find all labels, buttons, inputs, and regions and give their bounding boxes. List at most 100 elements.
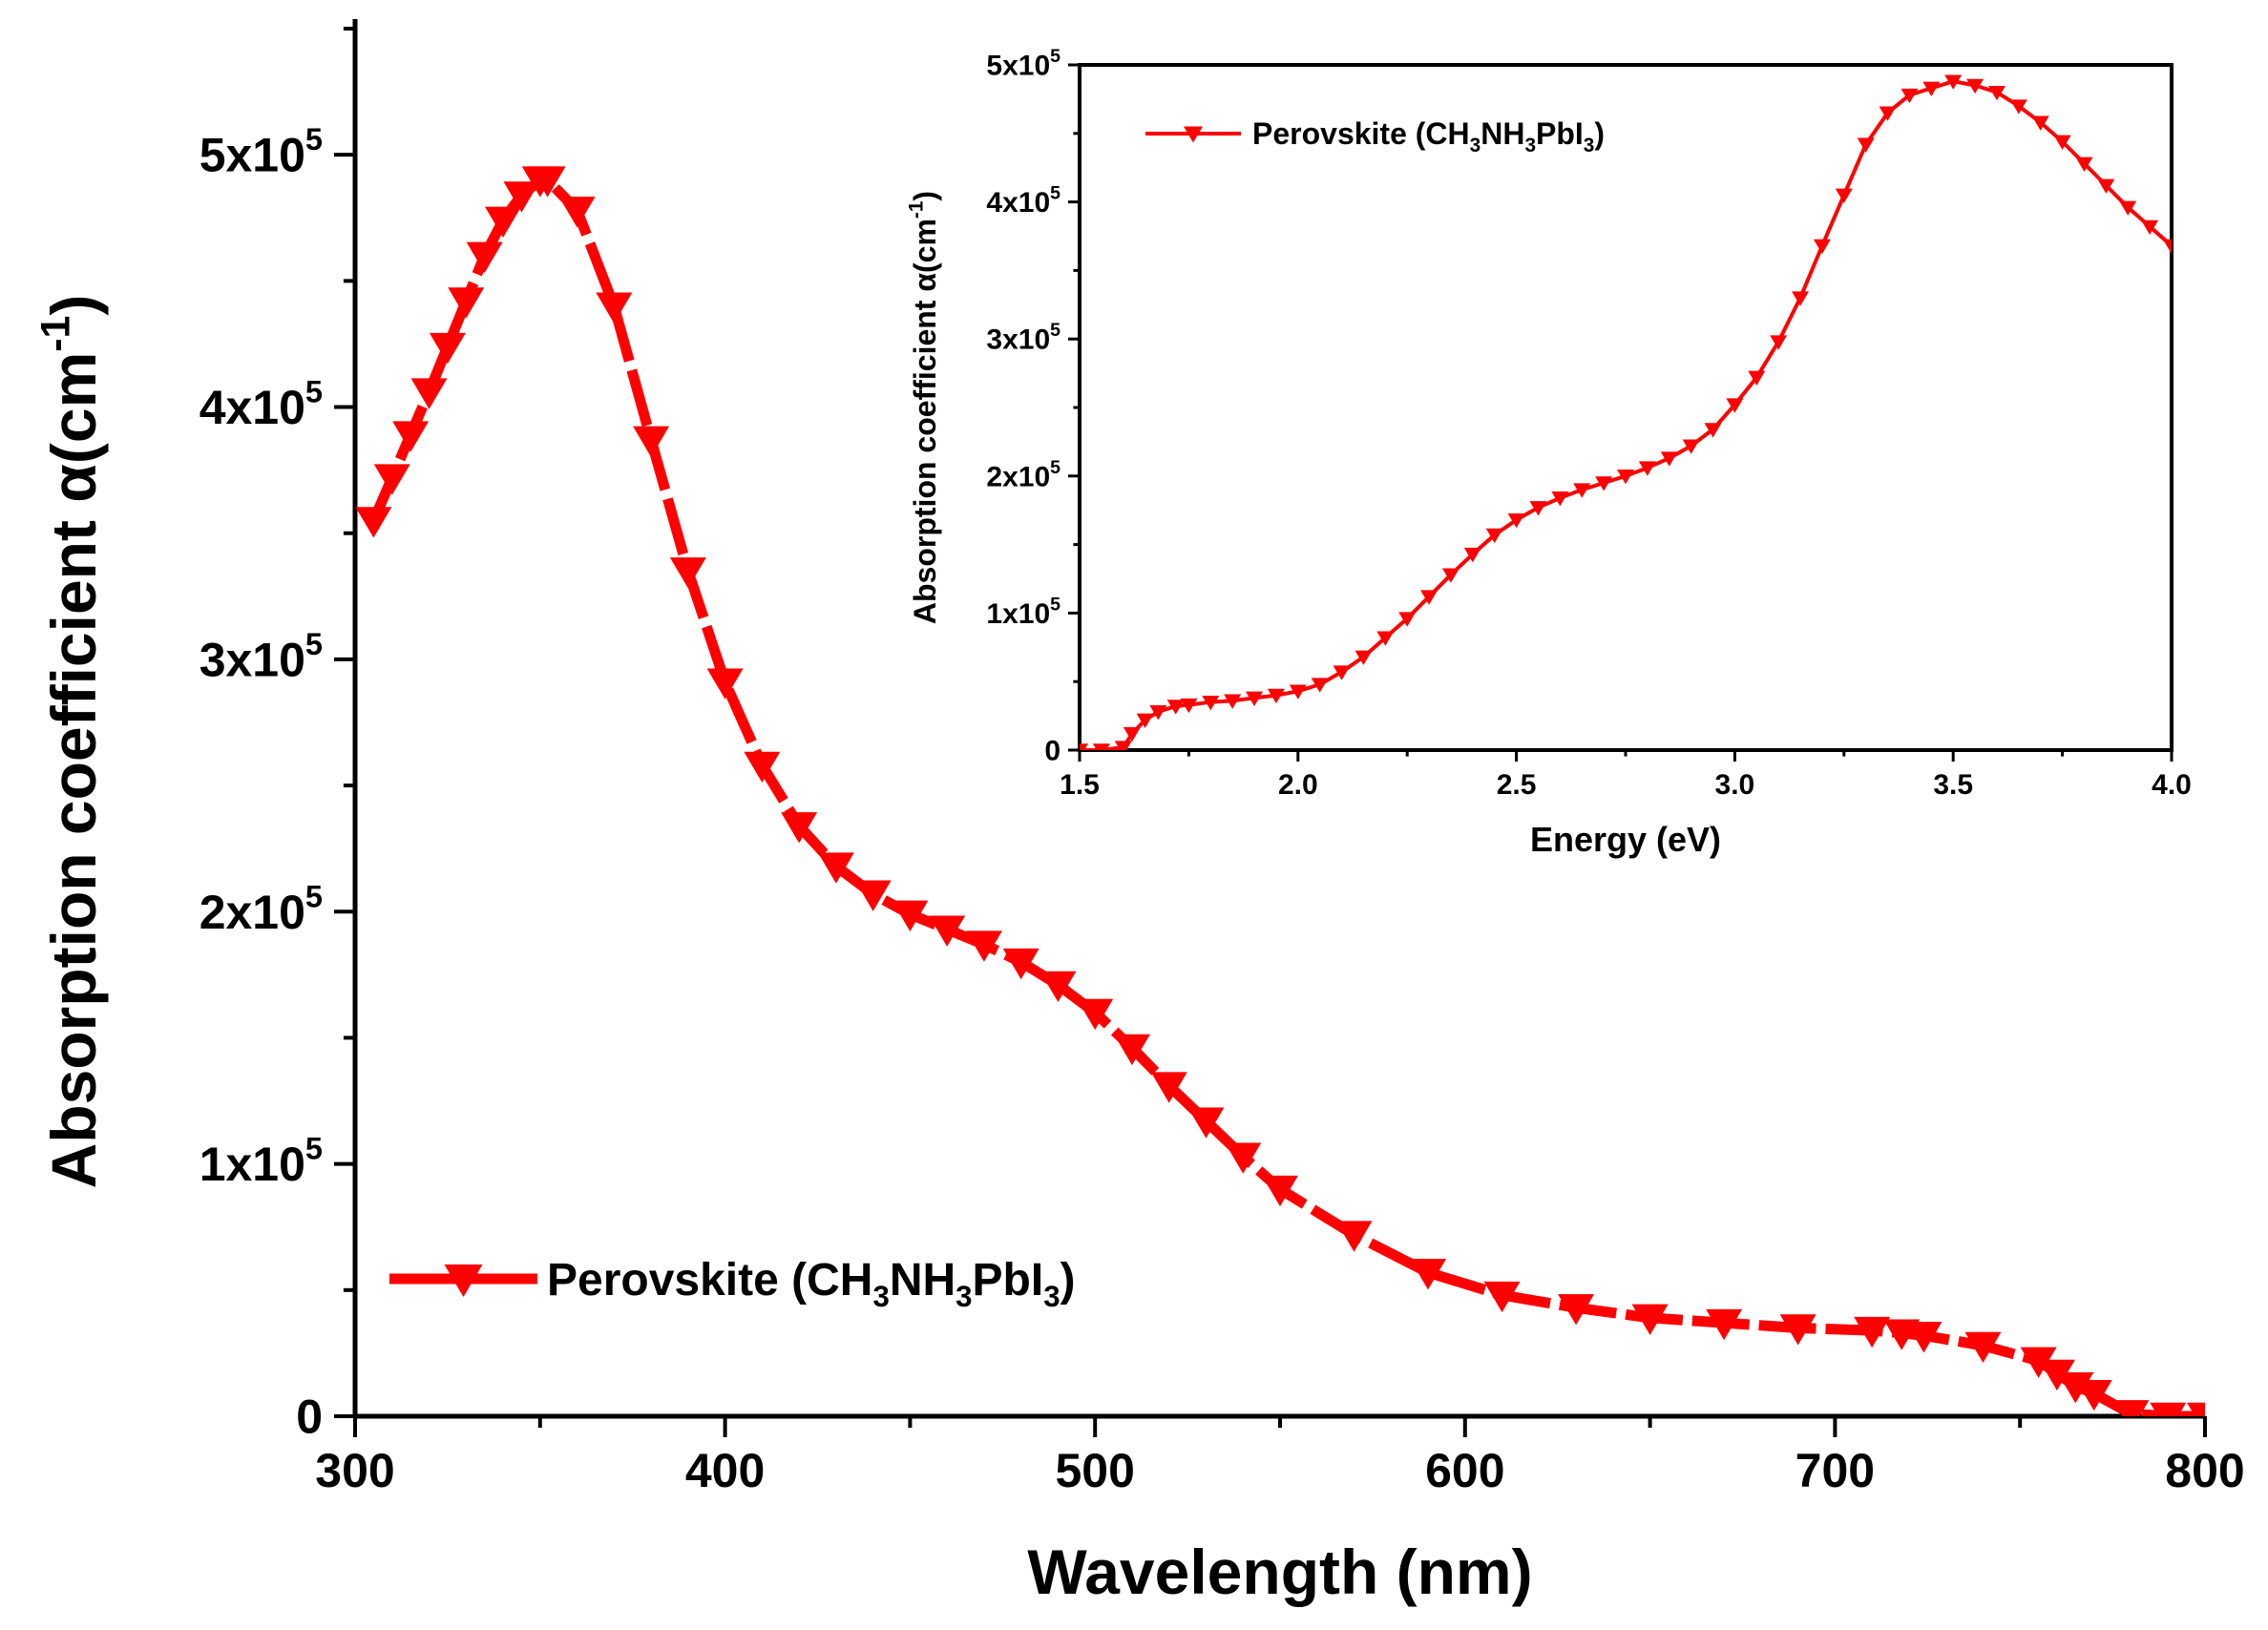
data-point <box>1311 678 1329 693</box>
data-point <box>392 421 430 452</box>
data-point <box>1964 1331 2002 1364</box>
data-point <box>1879 106 1897 121</box>
data-point <box>1854 1316 1891 1348</box>
x-tick-label: 2.5 <box>1497 769 1537 801</box>
y-tick-label-base: 2x10 <box>200 886 305 939</box>
data-point <box>854 880 892 911</box>
data-point <box>1092 743 1110 750</box>
legend-marker <box>444 1264 483 1297</box>
data-point <box>1660 451 1678 467</box>
legend-marker <box>1184 126 1203 143</box>
data-point <box>1333 665 1351 680</box>
x-tick-label: 3.0 <box>1715 769 1755 801</box>
data-point <box>466 241 503 273</box>
y-axis-title-superscript: -1 <box>906 201 928 219</box>
data-point <box>1704 423 1722 438</box>
data-point <box>448 287 485 319</box>
data-point <box>1770 335 1788 350</box>
data-point <box>1631 1304 1669 1335</box>
data-point <box>529 166 566 198</box>
data-point <box>2119 200 2137 216</box>
legend-label-subscript: 3 <box>956 1280 972 1313</box>
data-point <box>1463 547 1481 563</box>
x-tick-label: 700 <box>1796 1444 1875 1497</box>
data-point <box>2009 99 2027 115</box>
y-tick-label-exponent: 5 <box>305 375 323 409</box>
y-tick-label-base: 3x10 <box>200 633 305 686</box>
data-point <box>1002 948 1040 980</box>
x-tick-label: 300 <box>315 1444 394 1497</box>
y-tick-label-base: 5x10 <box>986 51 1050 82</box>
y-tick-label-exponent: 5 <box>305 879 323 913</box>
data-point <box>410 378 448 409</box>
data-point <box>706 668 744 700</box>
data-point <box>1507 513 1525 529</box>
data-point <box>744 751 781 783</box>
data-point <box>1289 684 1307 700</box>
y-tick-label: 1x105 <box>200 1132 323 1192</box>
legend-label-part: Perovskite (CH <box>1252 116 1470 151</box>
data-point <box>2141 219 2159 235</box>
data-point <box>1813 239 1831 255</box>
data-point <box>596 292 633 324</box>
data-point <box>1551 491 1569 507</box>
data-point <box>1900 88 1919 104</box>
data-point <box>355 507 392 538</box>
y-tick-label: 5x105 <box>200 122 323 182</box>
data-point <box>2112 1400 2150 1416</box>
data-point <box>1420 590 1438 605</box>
data-point <box>1180 698 1198 714</box>
data-point <box>1150 1072 1187 1103</box>
data-point <box>1944 74 1963 90</box>
y-tick-label-base: 1x10 <box>200 1138 305 1191</box>
y-tick-label: 2x105 <box>200 879 323 939</box>
y-tick-label-base: 3x10 <box>986 324 1050 356</box>
legend-label: Perovskite (CH3NH3PbI3) <box>547 1255 1076 1313</box>
data-point <box>1779 1314 1816 1346</box>
data-point <box>1410 1259 1447 1290</box>
data-point <box>669 557 706 589</box>
data-point <box>429 332 466 365</box>
x-tick-label: 3.5 <box>1933 769 1973 801</box>
legend-label-part: PbI <box>973 1255 1044 1306</box>
data-point <box>1857 137 1875 153</box>
data-point <box>1706 1308 1743 1341</box>
data-point <box>373 464 410 495</box>
data-point <box>1441 568 1460 583</box>
data-point <box>1376 631 1395 646</box>
y-tick-label: 1x105 <box>986 594 1060 630</box>
legend-label-part: PbI <box>1536 116 1584 151</box>
data-point <box>1748 370 1766 386</box>
data-point <box>1922 81 1941 96</box>
data-point <box>558 197 596 228</box>
data-point <box>1267 688 1285 704</box>
y-tick-label-exponent: 5 <box>305 1132 323 1166</box>
inset-chart: 1.5 2.0 2.5 3.0 3.5 4.001x1052x1053x1054x1055… <box>906 46 2192 859</box>
data-point <box>1225 1142 1262 1174</box>
data-point <box>1080 743 1088 750</box>
y-axis-title-close: ) <box>908 191 942 201</box>
y-tick-label-exponent: 5 <box>1050 457 1060 478</box>
data-point <box>1354 650 1373 665</box>
y-tick-label-exponent: 5 <box>305 627 323 661</box>
legend: Perovskite (CH3NH3PbI3) <box>1145 116 1605 157</box>
y-tick-label: 4x105 <box>200 375 323 435</box>
legend-label-part: NH <box>890 1255 956 1306</box>
data-point <box>1224 694 1242 709</box>
data-point <box>2038 1359 2075 1391</box>
data-point <box>1202 695 1220 711</box>
y-tick-label-base: 4x10 <box>200 381 305 434</box>
y-tick-label: 4x105 <box>986 183 1060 219</box>
legend-label-subscript: 3 <box>1524 135 1536 157</box>
data-point <box>1835 188 1853 203</box>
data-point <box>817 852 854 884</box>
data-point <box>1114 741 1132 750</box>
y-tick-label-base: 1x10 <box>986 598 1050 630</box>
legend-label: Perovskite (CH3NH3PbI3) <box>1252 116 1605 157</box>
data-point <box>1529 501 1547 516</box>
data-point <box>2075 1379 2112 1411</box>
data-point <box>1905 1322 1942 1353</box>
y-tick-label-exponent: 5 <box>305 122 323 157</box>
legend-label-part: NH <box>1480 116 1524 151</box>
